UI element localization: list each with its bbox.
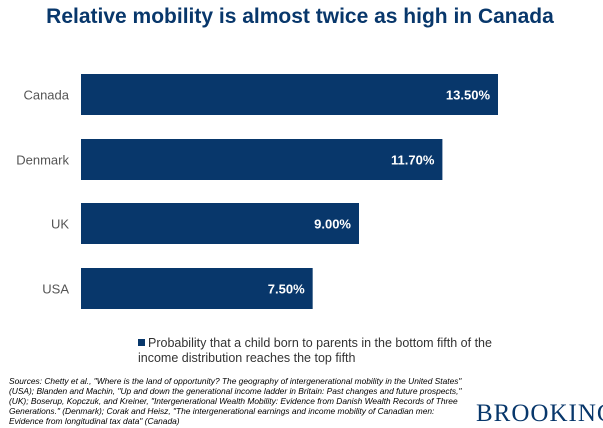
- brookings-logo: BROOKINGS: [476, 400, 603, 427]
- legend: Probability that a child born to parents…: [138, 336, 518, 366]
- data-label: 9.00%: [314, 217, 351, 232]
- data-label: 11.70%: [391, 153, 435, 168]
- data-label: 7.50%: [268, 282, 305, 297]
- data-label: 13.50%: [446, 88, 491, 103]
- bar-canada: [81, 74, 498, 115]
- chart-title: Relative mobility is almost twice as hig…: [46, 5, 554, 28]
- category-label: Denmark: [16, 153, 69, 168]
- bar-chart: Canada 13.50% Denmark 11.70% UK 9.00% USA 7.50%: [16, 74, 498, 309]
- bar-usa: [81, 268, 313, 309]
- legend-label: Probability that a child born to parents…: [138, 336, 492, 365]
- sources-note: Sources: Chetty et al., "Where is the la…: [9, 376, 462, 426]
- legend-swatch: [138, 339, 145, 346]
- category-label: Canada: [23, 88, 69, 103]
- bar-uk: [81, 203, 359, 244]
- category-label: USA: [42, 282, 69, 297]
- category-label: UK: [51, 217, 69, 232]
- bar-denmark: [81, 139, 443, 180]
